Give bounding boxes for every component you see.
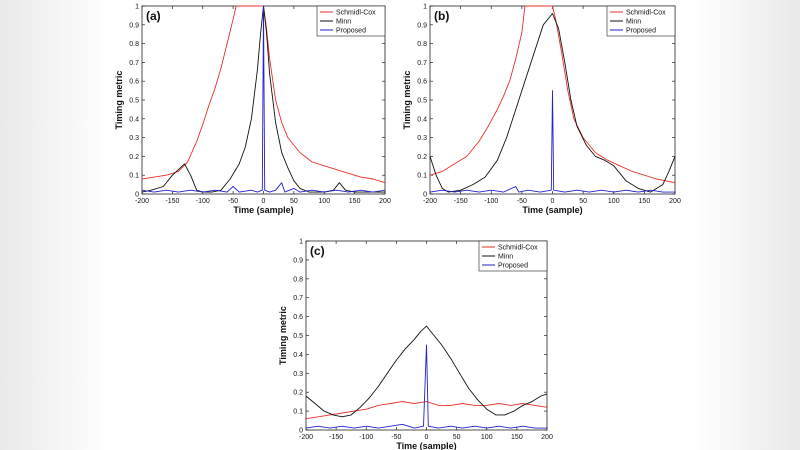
x-tick-label: 50 <box>290 198 298 205</box>
x-tick-label: 150 <box>639 198 651 205</box>
legend-entry: Proposed <box>336 28 366 35</box>
x-tick-label: -200 <box>135 198 149 205</box>
x-tick-label: 100 <box>318 198 330 205</box>
y-tick-label: 0.4 <box>293 352 303 359</box>
x-tick-label: 0 <box>425 434 429 441</box>
x-tick-label: -150 <box>329 434 343 441</box>
series-line-minn <box>429 13 676 193</box>
x-tick-label: 0 <box>551 198 555 205</box>
y-tick-label: 0 <box>299 428 303 435</box>
x-tick-label: 200 <box>541 434 553 441</box>
chart-panel-c: -200 -150 -100 -50 0 50 100 150 200 0 0.1 0.2 0.3 0.4… <box>278 239 553 450</box>
x-tick-label: 50 <box>579 198 587 205</box>
x-tick-label: -50 <box>517 198 527 205</box>
x-tick-label: -100 <box>484 198 498 205</box>
series-line-schmidl-cox <box>429 5 676 184</box>
series-line-proposed <box>305 344 547 429</box>
y-tick-label: 0.4 <box>417 116 427 123</box>
chart-panel-a: -200 -150 -100 -50 0 50 100 150 200 0 0.1 0.2 0.3 0.4… <box>114 4 391 216</box>
y-tick-label: 0.7 <box>417 60 427 67</box>
y-tick-label: 0.5 <box>417 98 427 105</box>
x-tick-label: 0 <box>262 198 266 205</box>
y-tick-label: 0.8 <box>417 41 427 48</box>
legend: Schmidl-Cox Minn Proposed <box>316 5 386 37</box>
y-tick-label: 0.7 <box>293 295 303 302</box>
y-tick-label: 0 <box>423 192 427 199</box>
x-tick-label: 200 <box>669 198 681 205</box>
series-line-proposed <box>429 90 675 193</box>
series-line-schmidl-cox <box>305 401 548 420</box>
y-tick-label: 1 <box>423 4 427 11</box>
legend-entry: Minn <box>626 19 641 26</box>
y-tick-label: 0.6 <box>417 79 427 86</box>
x-tick-label: 150 <box>511 434 523 441</box>
y-tick-label: 1 <box>135 4 139 11</box>
y-tick-label: 0.6 <box>129 79 139 86</box>
y-tick-label: 1 <box>299 239 303 246</box>
legend-entry: Schmidl-Cox <box>498 245 538 252</box>
x-tick-label: 150 <box>349 198 361 205</box>
legend: Schmidl-Cox Minn Proposed <box>606 5 676 37</box>
panel-label: (a) <box>146 9 161 23</box>
y-tick-label: 0.4 <box>129 116 139 123</box>
y-tick-label: 0.1 <box>293 409 303 416</box>
legend-entry: Proposed <box>498 263 528 270</box>
y-tick-label: 0.1 <box>417 173 427 180</box>
y-tick-label: 0.7 <box>129 60 139 67</box>
y-tick-label: 0.9 <box>293 257 303 264</box>
x-axis-label: Time (sample) <box>233 205 293 215</box>
y-tick-label: 0.3 <box>417 135 427 142</box>
y-tick-label: 0.1 <box>129 173 139 180</box>
legend-entry: Minn <box>336 19 351 26</box>
y-tick-label: 0.5 <box>129 98 139 105</box>
y-tick-label: 0.3 <box>129 135 139 142</box>
y-tick-label: 0 <box>135 192 139 199</box>
x-tick-label: -200 <box>423 198 437 205</box>
x-tick-label: -100 <box>359 434 373 441</box>
y-tick-label: 0.2 <box>417 154 427 161</box>
series-line-schmidl-cox <box>141 5 386 184</box>
legend-entry: Schmidl-Cox <box>626 10 666 17</box>
x-tick-label: 50 <box>453 434 461 441</box>
y-axis-label: Timing metric <box>402 71 412 130</box>
x-tick-label: -150 <box>454 198 468 205</box>
x-axis-label: Time (sample) <box>522 205 582 215</box>
x-tick-label: -50 <box>391 434 401 441</box>
y-tick-label: 0.9 <box>417 22 427 29</box>
x-tick-label: -150 <box>165 198 179 205</box>
x-tick-label: -50 <box>228 198 238 205</box>
legend: Schmidl-Cox Minn Proposed <box>478 240 548 272</box>
y-axis-label: Timing metric <box>278 306 288 365</box>
y-tick-label: 0.2 <box>293 390 303 397</box>
panel-label: (c) <box>310 244 325 258</box>
y-tick-label: 0.5 <box>293 333 303 340</box>
y-axis-label: Timing metric <box>114 71 124 130</box>
x-axis-label: Time (sample) <box>396 441 456 450</box>
x-tick-label: 100 <box>608 198 620 205</box>
y-tick-label: 0.6 <box>293 314 303 321</box>
panel-label: (b) <box>434 9 449 23</box>
y-tick-label: 0.2 <box>129 154 139 161</box>
x-tick-label: 200 <box>379 198 391 205</box>
legend-entry: Schmidl-Cox <box>336 10 376 17</box>
x-tick-label: 100 <box>481 434 493 441</box>
legend-entry: Proposed <box>626 28 656 35</box>
x-tick-label: -200 <box>299 434 313 441</box>
y-tick-label: 0.3 <box>293 371 303 378</box>
y-tick-label: 0.8 <box>293 276 303 283</box>
series-line-proposed <box>141 5 386 193</box>
x-tick-label: -100 <box>196 198 210 205</box>
legend-entry: Minn <box>498 254 513 261</box>
chart-panel-b: -200 -150 -100 -50 0 50 100 150 200 0 0.1 0.2 0.3 0.4… <box>402 4 681 216</box>
series-line-minn <box>305 325 548 418</box>
y-tick-label: 0.8 <box>129 41 139 48</box>
y-tick-label: 0.9 <box>129 22 139 29</box>
